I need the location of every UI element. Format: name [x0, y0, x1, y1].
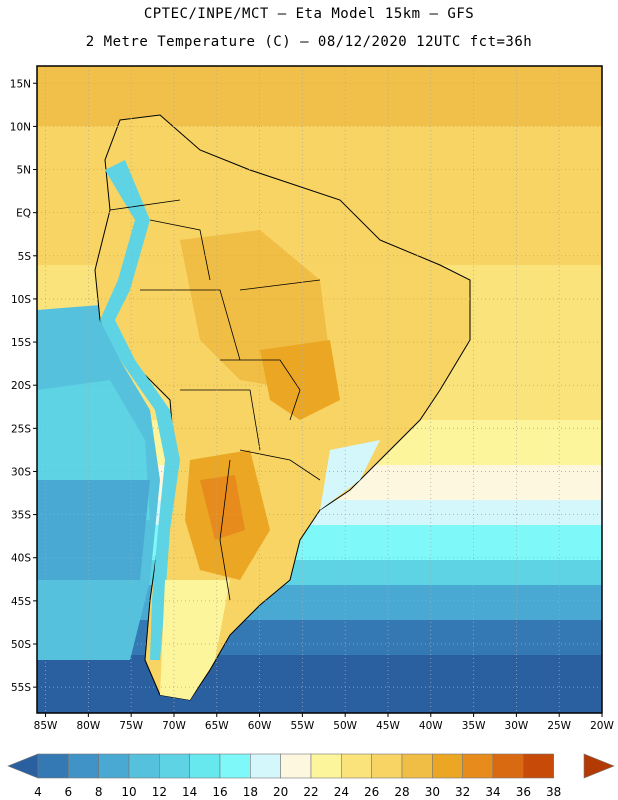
- colorbar-swatch: [310, 753, 342, 779]
- map-frame: [36, 65, 603, 714]
- colorbar-label: 14: [182, 785, 197, 799]
- lat-tick-label: 35S: [11, 510, 31, 522]
- colorbar-swatch: [432, 753, 463, 779]
- colorbar-label: 16: [212, 785, 227, 799]
- colorbar-swatch: [371, 753, 403, 779]
- colorbar-swatch: [341, 753, 372, 779]
- chart-title-line2: 2 Metre Temperature (C) – 08/12/2020 12U…: [85, 34, 533, 50]
- lat-tick-label: 55S: [11, 682, 31, 694]
- colorbar-label: 10: [121, 785, 136, 799]
- colorbar-swatch: [583, 753, 615, 779]
- colorbar-label: 30: [425, 785, 440, 799]
- colorbar-swatch: [98, 753, 130, 779]
- lat-tick-label: 10N: [10, 121, 31, 133]
- ocean-band-4: [37, 655, 602, 713]
- lon-tick-label: 55W: [291, 720, 315, 732]
- colorbar-label: 32: [455, 785, 470, 799]
- colorbar-swatch: [523, 753, 554, 779]
- lat-tick-label: 5S: [18, 251, 32, 263]
- colorbar-swatch: [37, 753, 69, 779]
- lat-tick-label: 20S: [11, 380, 31, 392]
- lon-tick-label: 60W: [248, 720, 272, 732]
- patagonia-cool-zone: [160, 580, 230, 700]
- andes-cold-strip: [100, 160, 180, 660]
- lat-tick-label: 25S: [11, 423, 31, 435]
- lat-tick-label: EQ: [16, 208, 31, 220]
- lon-tick-label: 20W: [590, 720, 614, 732]
- lon-tick-label: 80W: [76, 720, 100, 732]
- colorbar-swatch: [280, 753, 312, 779]
- colorbar-label: 26: [364, 785, 379, 799]
- colorbar-swatch: [189, 753, 221, 779]
- lat-tick-label: 10S: [11, 294, 31, 306]
- colorbar-label: 22: [303, 785, 318, 799]
- colorbar-label: 4: [34, 785, 42, 799]
- lat-tick-label: 30S: [11, 466, 31, 478]
- lon-tick-label: 50W: [333, 720, 357, 732]
- lon-tick-label: 30W: [505, 720, 529, 732]
- lat-tick-label: 40S: [11, 553, 31, 565]
- colorbar-swatch: [219, 753, 251, 779]
- lon-tick-label: 25W: [547, 720, 571, 732]
- colorbar-swatch: [492, 753, 524, 779]
- lon-tick-label: 45W: [376, 720, 400, 732]
- lat-tick-label: 15S: [11, 337, 31, 349]
- latitude-ticks: 15N 10N 5N EQ 5S 10S 15S 20S 25S 30S 35S 40S 45S 50S 5…: [10, 78, 37, 694]
- ocean-warm-band-north: [37, 66, 602, 126]
- colorbar-label: 38: [546, 785, 561, 799]
- southeast-coast-cool: [320, 440, 380, 510]
- lon-tick-label: 40W: [419, 720, 443, 732]
- colorbar-swatch: [462, 753, 494, 779]
- colorbar-swatch: [250, 753, 281, 779]
- colorbar-label: 6: [65, 785, 73, 799]
- lon-tick-label: 75W: [119, 720, 143, 732]
- temperature-map: 85W 80W 75W 70W 65W 60W 55W 50W 45W 40W 35W 30W 25W 2…: [10, 65, 614, 732]
- colorbar-swatch: [128, 753, 160, 779]
- lat-tick-label: 5N: [16, 165, 31, 177]
- lat-tick-label: 15N: [10, 78, 31, 90]
- lat-tick-label: 50S: [11, 639, 31, 651]
- colorbar-label: 12: [152, 785, 167, 799]
- lat-tick-label: 45S: [11, 596, 31, 608]
- colorbar-label: 24: [334, 785, 349, 799]
- colorbar-swatch: [159, 753, 190, 779]
- colorbar-label: 18: [243, 785, 258, 799]
- colorbar-swatch: [68, 753, 99, 779]
- chart-title-line1: CPTEC/INPE/MCT – Eta Model 15km – GFS: [143, 6, 475, 22]
- colorbar: 4 6 8 10 12 14 16 18 20 22 24 26 28 30 32 34 36 38: [7, 753, 615, 799]
- lon-tick-label: 85W: [34, 720, 58, 732]
- colorbar-label: 20: [273, 785, 288, 799]
- colorbar-label: 34: [485, 785, 500, 799]
- country-borders: [109, 199, 321, 601]
- colorbar-label: 8: [95, 785, 103, 799]
- lon-tick-label: 70W: [162, 720, 186, 732]
- colorbar-swatch: [401, 753, 433, 779]
- pacific-cooler-region: [37, 480, 150, 580]
- argentina-hottest-zone: [200, 475, 245, 540]
- lon-tick-label: 65W: [205, 720, 229, 732]
- colorbar-label: 28: [394, 785, 409, 799]
- lon-tick-label: 35W: [462, 720, 486, 732]
- colorbar-swatch: [7, 753, 39, 779]
- longitude-ticks: 85W 80W 75W 70W 65W 60W 55W 50W 45W 40W 35W 30W 25W 2…: [34, 713, 614, 732]
- colorbar-label: 36: [516, 785, 531, 799]
